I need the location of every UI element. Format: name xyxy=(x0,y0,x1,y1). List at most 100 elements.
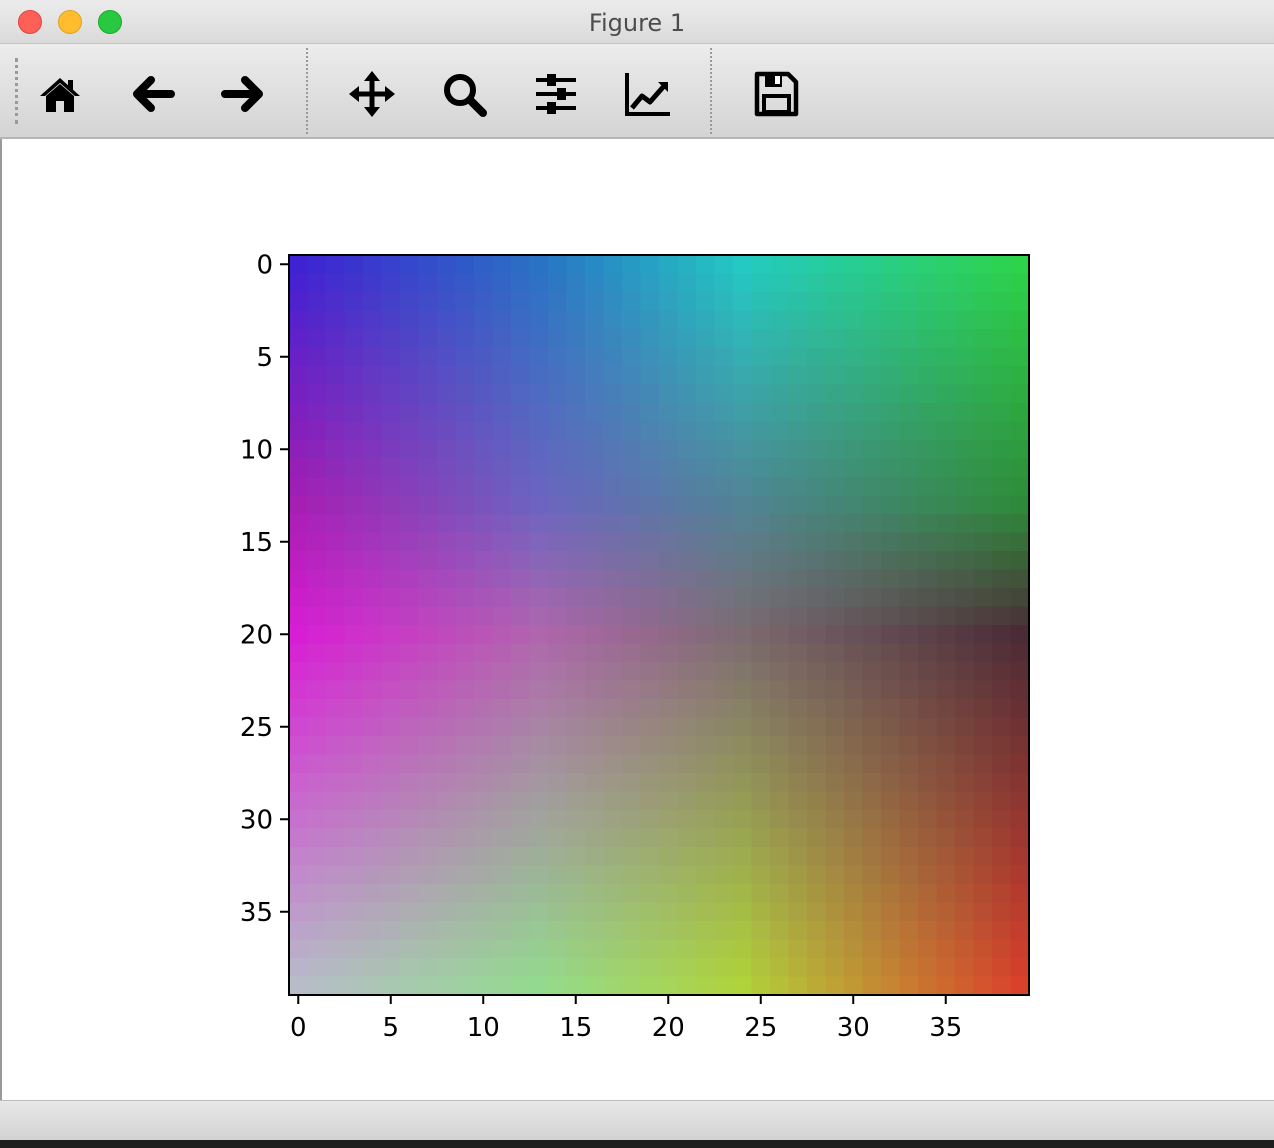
heatmap-cell xyxy=(307,810,327,830)
heatmap-cell xyxy=(714,366,734,386)
heatmap-cell xyxy=(844,440,864,460)
heatmap-cell xyxy=(307,754,327,774)
heatmap-cell xyxy=(381,791,401,811)
heatmap-cell xyxy=(807,514,827,534)
heatmap-cell xyxy=(548,403,568,423)
heatmap-cell xyxy=(548,255,568,275)
heatmap-cell xyxy=(973,976,993,996)
toolbar-grip[interactable] xyxy=(15,58,22,124)
heatmap-cell xyxy=(529,588,549,608)
heatmap-cell xyxy=(973,458,993,478)
heatmap-cell xyxy=(788,939,808,959)
figure-canvas[interactable]: 0 5 10 15 20 25 30 35 0 5 10 15 20 25 30 35 xyxy=(2,139,1274,1100)
heatmap-cell xyxy=(585,810,605,830)
heatmap-cell xyxy=(918,440,938,460)
heatmap-cell xyxy=(400,921,420,941)
heatmap-cell xyxy=(603,458,623,478)
heatmap-cell xyxy=(307,477,327,497)
heatmap-cell xyxy=(825,588,845,608)
heatmap-cell xyxy=(751,791,771,811)
heatmap-cell xyxy=(640,514,660,534)
heatmap-cell xyxy=(659,828,679,848)
minimize-window-button[interactable] xyxy=(58,10,82,34)
heatmap-cell xyxy=(492,292,512,312)
heatmap-cell xyxy=(511,569,531,589)
heatmap-cell xyxy=(474,662,494,682)
heatmap-cell xyxy=(289,532,309,552)
heatmap-cell xyxy=(807,421,827,441)
heatmap-cell xyxy=(751,477,771,497)
heatmap-cell xyxy=(566,662,586,682)
heatmap-cell xyxy=(714,865,734,885)
heatmap-cell xyxy=(363,680,383,700)
heatmap-cell xyxy=(326,329,346,349)
heatmap-cell xyxy=(400,828,420,848)
heatmap-cell xyxy=(714,606,734,626)
home-button[interactable] xyxy=(34,68,86,120)
heatmap-cell xyxy=(733,403,753,423)
close-window-button[interactable] xyxy=(18,10,42,34)
heatmap-cell xyxy=(511,699,531,719)
heatmap-cell xyxy=(492,606,512,626)
heatmap-cell xyxy=(529,440,549,460)
heatmap-cell xyxy=(381,440,401,460)
heatmap-cell xyxy=(659,421,679,441)
heatmap-cell xyxy=(733,421,753,441)
heatmap-cell xyxy=(585,532,605,552)
heatmap-cell xyxy=(1010,310,1030,330)
heatmap-cell xyxy=(659,902,679,922)
heatmap-cell xyxy=(363,347,383,367)
heatmap-cell xyxy=(363,477,383,497)
maximize-window-button[interactable] xyxy=(98,10,122,34)
heatmap-cell xyxy=(307,532,327,552)
edit-axes-button[interactable] xyxy=(622,68,674,120)
heatmap-cell xyxy=(696,421,716,441)
terminal-strip xyxy=(0,1140,1274,1148)
heatmap-cell xyxy=(455,532,475,552)
heatmap-cell xyxy=(474,847,494,867)
heatmap-cell xyxy=(936,495,956,515)
forward-button[interactable] xyxy=(217,68,269,120)
heatmap-cell xyxy=(455,921,475,941)
heatmap-cell xyxy=(770,495,790,515)
heatmap-cell xyxy=(807,551,827,571)
heatmap-cell xyxy=(696,514,716,534)
back-button[interactable] xyxy=(127,68,179,120)
heatmap-cell xyxy=(622,884,642,904)
heatmap-cell xyxy=(696,884,716,904)
save-figure-button[interactable] xyxy=(750,68,802,120)
zoom-button[interactable] xyxy=(438,68,490,120)
heatmap-cell xyxy=(566,606,586,626)
pan-button[interactable] xyxy=(346,68,398,120)
heatmap-cell xyxy=(844,532,864,552)
heatmap-cell xyxy=(733,939,753,959)
heatmap-cell xyxy=(881,551,901,571)
heatmap-cell xyxy=(696,458,716,478)
configure-subplots-button[interactable] xyxy=(530,68,582,120)
heatmap-cell xyxy=(918,717,938,737)
y-tick-label: 5 xyxy=(256,343,273,373)
heatmap-cell xyxy=(973,736,993,756)
heatmap-cell xyxy=(622,403,642,423)
heatmap-cell xyxy=(973,680,993,700)
heatmap-cell xyxy=(992,606,1012,626)
heatmap-cell xyxy=(548,606,568,626)
heatmap-cell xyxy=(899,680,919,700)
heatmap-cell xyxy=(696,588,716,608)
heatmap-cell xyxy=(381,551,401,571)
heatmap-cell xyxy=(788,717,808,737)
heatmap-cell xyxy=(400,643,420,663)
heatmap-cell xyxy=(603,810,623,830)
heatmap-cell xyxy=(548,477,568,497)
heatmap-cell xyxy=(326,366,346,386)
heatmap-cell xyxy=(733,921,753,941)
heatmap-cell xyxy=(400,902,420,922)
heatmap-cell xyxy=(844,273,864,293)
heatmap-cell xyxy=(881,329,901,349)
heatmap-cell xyxy=(418,551,438,571)
heatmap-cell xyxy=(807,865,827,885)
heatmap-cell xyxy=(622,902,642,922)
heatmap-cell xyxy=(566,495,586,515)
heatmap-cell xyxy=(622,625,642,645)
